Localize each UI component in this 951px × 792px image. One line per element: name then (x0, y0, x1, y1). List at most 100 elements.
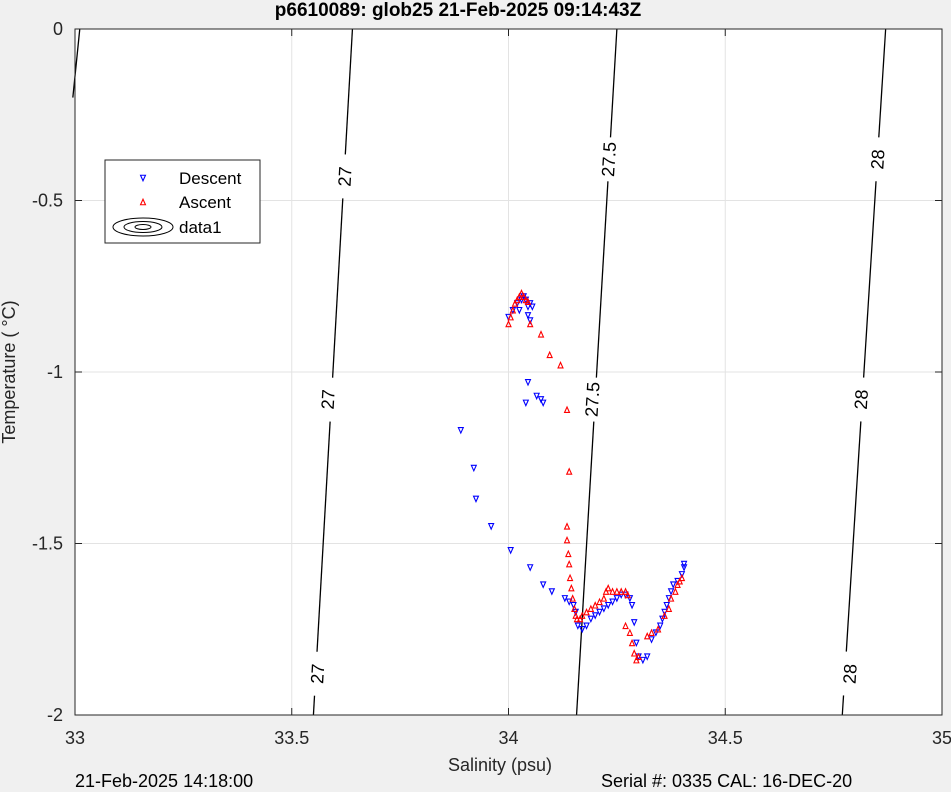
descent-marker (678, 571, 686, 579)
descent-marker (578, 625, 586, 634)
ascent-marker (563, 522, 571, 530)
descent-marker (680, 564, 688, 572)
x-tick-label: 35 (932, 728, 951, 748)
descent-marker (656, 622, 664, 630)
legend-label: data1 (179, 218, 222, 237)
ascent-marker (665, 604, 673, 612)
ascent-marker (622, 587, 629, 595)
descent-marker (472, 495, 480, 504)
isopycnal-line (575, 421, 595, 716)
isopycnal-line (72, 28, 81, 98)
contour-label: 28 (839, 663, 860, 684)
ascent-marker (565, 467, 573, 475)
x-axis-label: Salinity (psu) (448, 755, 552, 775)
ascent-marker (571, 604, 578, 612)
ascent-marker (624, 590, 632, 599)
isopycnal-line (344, 28, 354, 155)
descent-marker (613, 595, 621, 603)
contour-swatch (112, 217, 174, 237)
ascent-marker (511, 299, 519, 307)
descent-swatch (139, 174, 147, 183)
descent-marker (516, 306, 523, 315)
ascent-marker (654, 625, 662, 633)
descent-marker (643, 653, 651, 661)
contour-label: 27.5 (582, 381, 604, 417)
descent-marker (628, 601, 636, 610)
descent-marker (596, 608, 603, 617)
ascent-marker (526, 319, 534, 328)
ascent-marker (676, 577, 684, 585)
ascent-marker (626, 628, 634, 636)
descent-marker (524, 378, 532, 387)
descent-marker (600, 605, 608, 613)
descent-marker (633, 639, 640, 648)
ascent-marker (672, 587, 679, 595)
descent-marker (570, 601, 577, 610)
ascent-marker (566, 573, 574, 582)
x-tick-label: 34 (498, 728, 518, 748)
x-tick-label: 33 (65, 728, 85, 748)
descent-marker (533, 392, 541, 401)
isopycnal-line (862, 181, 877, 378)
ascent-marker (509, 306, 517, 314)
legend-label: Ascent (179, 193, 231, 212)
descent-marker (561, 595, 569, 603)
descent-marker (659, 615, 666, 624)
ascent-swatch (139, 197, 147, 206)
descent-marker (639, 656, 647, 665)
ascent-marker (643, 632, 651, 640)
ascent-marker (587, 604, 595, 612)
descent-marker (583, 622, 590, 630)
ascent-marker (678, 573, 686, 582)
descent-marker (680, 560, 688, 569)
ascent-marker (565, 559, 573, 568)
descent-marker (539, 581, 547, 589)
ascent-marker (563, 405, 571, 414)
descent-marker (604, 601, 612, 610)
descent-marker (630, 619, 638, 627)
descent-marker (522, 399, 530, 407)
ascent-marker (609, 587, 616, 595)
contour-label: 27.5 (598, 141, 620, 177)
descent-marker (526, 317, 534, 325)
y-tick-label: -1 (47, 362, 63, 382)
descent-marker (457, 427, 465, 435)
descent-marker (548, 588, 556, 596)
ascent-marker (518, 289, 525, 297)
ascent-marker (633, 656, 640, 664)
ascent-marker (524, 297, 532, 305)
contour-swatch (134, 224, 152, 230)
isopycnal-line (316, 421, 331, 652)
ascent-marker (516, 292, 523, 300)
contour-label: 27 (335, 166, 356, 187)
legend: Descent Ascent data1 (104, 159, 261, 244)
density-contours: 27 27 27 27.5 27.5 28 28 28 (72, 28, 888, 716)
descent-marker (565, 598, 573, 606)
descent-marker (648, 636, 655, 644)
contour-label: 27 (307, 663, 328, 684)
descent-marker (626, 595, 634, 603)
descent-marker (609, 598, 616, 606)
axis-ticks: 33 33.5 34 34.5 35 -2 -1.5 -1 -0.5 0 (32, 19, 951, 748)
ascent-marker (628, 638, 636, 647)
ascent-marker (617, 587, 625, 595)
ascent-marker (578, 611, 586, 619)
descent-marker (539, 399, 547, 407)
ascent-marker (583, 608, 590, 616)
grid (75, 29, 942, 715)
isopycnal-line (878, 28, 887, 138)
descent-marker (470, 464, 478, 473)
ascent-marker (568, 583, 575, 592)
ascent-marker (557, 361, 564, 369)
ascent-marker (596, 597, 603, 606)
descent-marker (526, 564, 534, 572)
ascent-marker (630, 649, 638, 657)
descent-marker (529, 303, 536, 311)
ascent-marker (635, 652, 642, 660)
footer-serial-cal: Serial #: 0335 CAL: 16-DEC-20 (601, 771, 853, 791)
ascent-marker (576, 614, 584, 623)
ascent-marker (546, 350, 554, 359)
isopycnal-line (841, 695, 845, 716)
y-tick-label: -2 (47, 705, 63, 725)
